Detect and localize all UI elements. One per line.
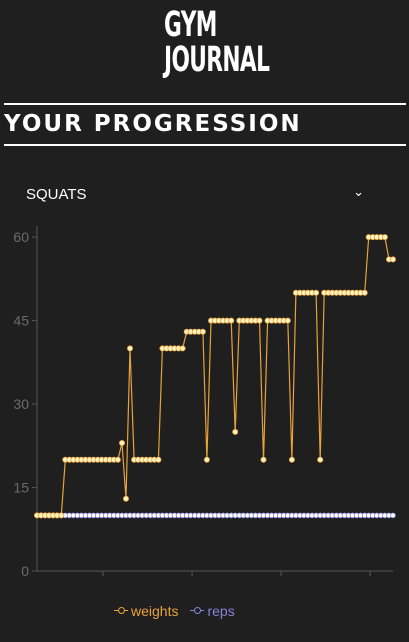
data-point-reps[interactable] bbox=[390, 512, 396, 519]
data-point-weights[interactable] bbox=[199, 328, 206, 335]
title-top-rule bbox=[4, 103, 406, 105]
legend-label-weights: weights bbox=[131, 603, 179, 619]
title-bottom-rule bbox=[4, 144, 406, 146]
series-weights bbox=[34, 234, 396, 519]
data-point-weights[interactable] bbox=[381, 234, 388, 241]
y-tick-label: 45 bbox=[13, 313, 29, 329]
data-point-weights[interactable] bbox=[58, 512, 65, 519]
data-point-weights[interactable] bbox=[317, 456, 324, 463]
data-point-weights[interactable] bbox=[123, 495, 130, 502]
legend-item-reps[interactable]: reps bbox=[190, 603, 235, 619]
data-point-weights[interactable] bbox=[288, 456, 295, 463]
data-point-weights[interactable] bbox=[256, 317, 263, 324]
data-point-weights[interactable] bbox=[114, 456, 121, 463]
legend-marker-weights bbox=[114, 606, 128, 616]
chevron-down-icon: ⌄ bbox=[353, 184, 364, 199]
legend-label-reps: reps bbox=[207, 603, 235, 619]
data-point-weights[interactable] bbox=[361, 289, 368, 296]
page-title: YOUR PROGRESSION bbox=[4, 111, 302, 137]
data-point-weights[interactable] bbox=[232, 428, 239, 435]
y-tick-label: 30 bbox=[13, 396, 29, 412]
legend-marker-reps bbox=[190, 606, 205, 616]
data-point-weights[interactable] bbox=[119, 439, 126, 446]
brand-logo: GYM JOURNAL bbox=[164, 5, 270, 80]
data-point-weights[interactable] bbox=[228, 317, 235, 324]
brand-logo-line2: JOURNAL bbox=[164, 40, 270, 80]
data-point-weights[interactable] bbox=[127, 345, 134, 352]
series-reps bbox=[34, 512, 396, 519]
y-tick-label: 15 bbox=[13, 480, 29, 496]
chart-axes: 0 15 30 45 60 bbox=[13, 226, 393, 579]
data-point-weights[interactable] bbox=[284, 317, 291, 324]
y-tick-label: 0 bbox=[21, 563, 29, 579]
exercise-select[interactable]: SQUATS ⌄ bbox=[26, 184, 366, 206]
data-point-weights[interactable] bbox=[155, 456, 162, 463]
chart-legend: weights reps bbox=[114, 603, 235, 619]
data-point-weights[interactable] bbox=[389, 256, 396, 263]
chart-series bbox=[34, 234, 396, 519]
exercise-select-value: SQUATS bbox=[26, 186, 87, 203]
data-point-weights[interactable] bbox=[260, 456, 267, 463]
data-point-weights[interactable] bbox=[203, 456, 210, 463]
data-point-weights[interactable] bbox=[179, 345, 186, 352]
series-line-weights bbox=[37, 236, 393, 517]
brand-logo-line1: GYM bbox=[164, 5, 217, 45]
y-tick-label: 60 bbox=[13, 229, 29, 245]
legend-item-weights[interactable]: weights bbox=[114, 603, 178, 619]
data-point-weights[interactable] bbox=[313, 289, 320, 296]
